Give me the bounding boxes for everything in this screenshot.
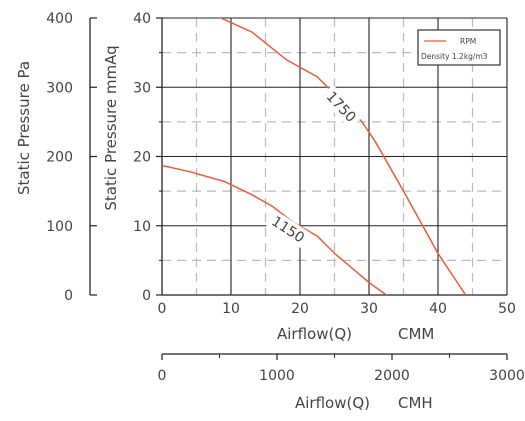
y-tick-label: 40 [133, 11, 151, 27]
x-tick-label: 40 [429, 301, 447, 317]
y-tick-label: 30 [133, 80, 151, 96]
legend-box [417, 29, 501, 66]
pa-axis-title: Static Pressure Pa [15, 61, 33, 195]
x-tick-label: 30 [360, 301, 378, 317]
y-tick-label: 10 [133, 219, 151, 235]
cmh-tick-label: 0 [158, 368, 167, 384]
x-tick-label: 50 [498, 301, 516, 317]
cmh-axis-unit: CMH [398, 394, 433, 412]
pa-tick-label: 100 [46, 219, 73, 235]
x-tick-label: 0 [158, 301, 167, 317]
x-tick-label: 20 [291, 301, 309, 317]
pa-tick-label: 200 [46, 150, 73, 166]
y-tick-label: 20 [133, 150, 151, 166]
y-tick-label: 0 [142, 288, 151, 304]
major-gridlines [162, 17, 508, 295]
cmh-tick-label: 1000 [259, 368, 295, 384]
pa-tick-label: 400 [46, 11, 73, 27]
cmh-axis-title: Airflow(Q) [295, 394, 370, 412]
cmh-tick-label: 2000 [374, 368, 410, 384]
legend: RPM Density 1.2kg/m3 [417, 29, 501, 66]
curve-label-bg [264, 209, 312, 249]
x-axis-title: Airflow(Q) [277, 325, 352, 343]
pa-tick-label: 300 [46, 80, 73, 96]
y-axis-title: Static Pressure mmAq [102, 45, 120, 210]
series-line-1150 [162, 164, 388, 295]
legend-label-rpm: RPM [460, 37, 476, 46]
cmh-tick-label: 3000 [489, 368, 525, 384]
pa-tick-label: 0 [64, 288, 73, 304]
legend-density-note: Density 1.2kg/m3 [421, 52, 488, 61]
curve-label-bg [319, 84, 363, 129]
x-axis-unit: CMM [398, 325, 434, 343]
axes [89, 17, 508, 360]
x-tick-label: 10 [222, 301, 240, 317]
